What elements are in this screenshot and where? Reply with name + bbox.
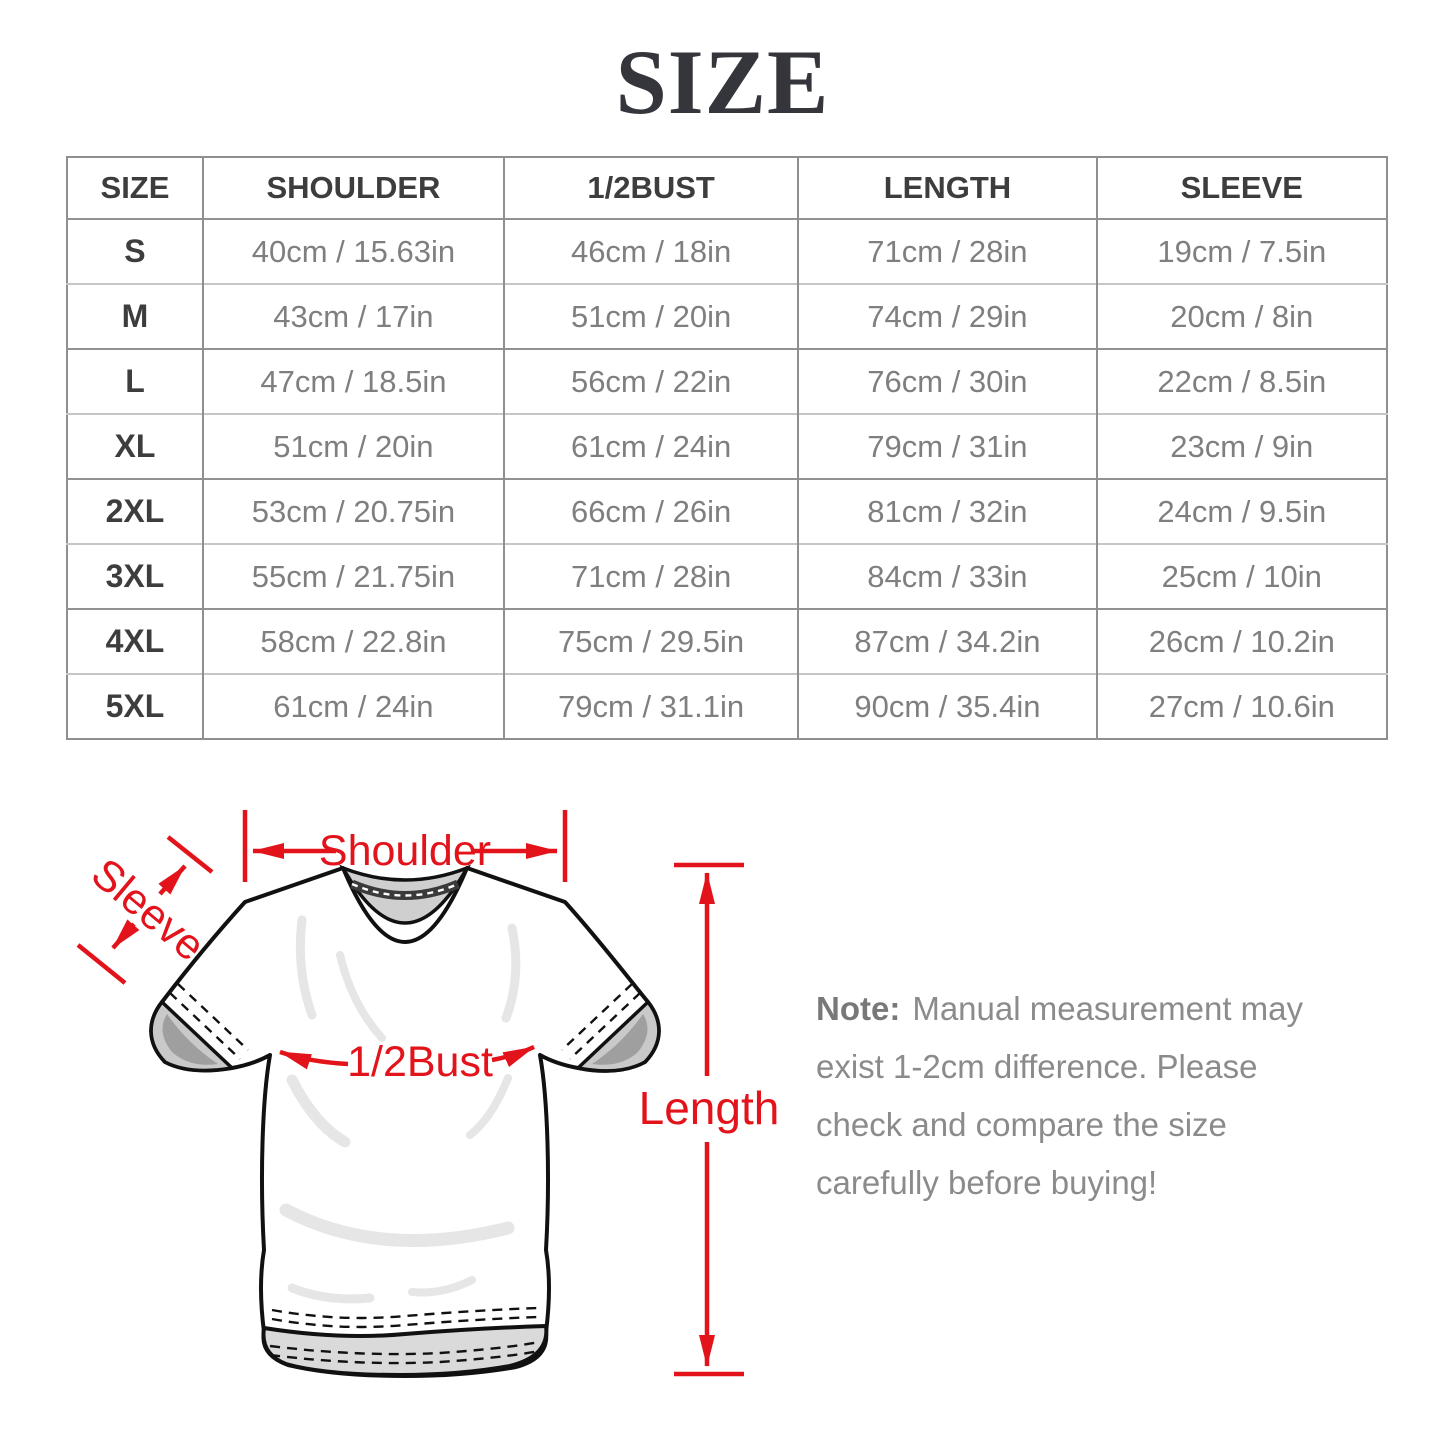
right-cuff-stitches <box>561 983 641 1060</box>
note-line: exist 1-2cm difference. Please <box>816 1048 1258 1085</box>
length-label: Length <box>639 1082 780 1134</box>
column-header: SIZE <box>100 170 170 205</box>
note-line: check and compare the size <box>816 1106 1227 1143</box>
page-title: SIZE <box>615 31 830 133</box>
value-cell: 24cm / 9.5in <box>1095 478 1387 544</box>
value-cell: 75cm / 29.5in <box>502 608 799 674</box>
value-cell: 51cm / 20in <box>201 413 504 479</box>
size-table-body: S 40cm / 15.63in 46cm / 18in 71cm / 28in 19c… <box>67 218 1387 739</box>
left-cuff <box>149 999 236 1073</box>
table-row: 3XL 55cm / 21.75in 71cm / 28in 84cm / 33in 2… <box>67 543 1387 609</box>
left-cuff-stitches <box>169 983 249 1060</box>
value-cell: 55cm / 21.75in <box>201 543 504 609</box>
table-row: XL 51cm / 20in 61cm / 24in 79cm / 31in 23cm … <box>67 413 1387 479</box>
size-cell: 2XL <box>67 478 203 544</box>
size-table-head-row: SIZE SHOULDER 1/2BUST LENGTH SLEEVE <box>67 157 1387 219</box>
value-cell: 46cm / 18in <box>502 218 799 284</box>
column-header: 1/2BUST <box>502 157 799 219</box>
value-cell: 81cm / 32in <box>797 478 1097 544</box>
collar-stitch-dashes <box>351 882 459 897</box>
table-row: M 43cm / 17in 51cm / 20in 74cm / 29in 20cm /… <box>67 283 1387 349</box>
value-cell: 90cm / 35.4in <box>797 673 1097 739</box>
sleeve-tick-upper <box>166 835 214 874</box>
value-cell: 23cm / 9in <box>1095 413 1387 479</box>
value-cell: 25cm / 10in <box>1095 543 1387 609</box>
size-table: SIZE SHOULDER 1/2BUST LENGTH SLEEVE S 40cm / … <box>66 156 1388 740</box>
value-cell: 19cm / 7.5in <box>1095 218 1387 284</box>
hem-roll <box>261 1323 549 1378</box>
sleeve-label: Sleeve <box>82 849 214 970</box>
value-cell: 74cm / 29in <box>797 283 1097 349</box>
table-row: 4XL 58cm / 22.8in 75cm / 29.5in 87cm / 34.2… <box>67 608 1387 674</box>
value-cell: 22cm / 8.5in <box>1095 348 1387 414</box>
value-cell: 47cm / 18.5in <box>201 348 504 414</box>
value-cell: 40cm / 15.63in <box>201 218 504 284</box>
value-cell: 87cm / 34.2in <box>797 608 1097 674</box>
sleeve-arrow-upper <box>158 864 187 896</box>
table-row: 5XL 61cm / 24in 79cm / 31.1in 90cm / 35.4in… <box>67 673 1387 739</box>
size-cell: 5XL <box>67 673 203 739</box>
bust-arrow-left <box>279 1049 349 1070</box>
size-cell: XL <box>67 413 203 479</box>
shoulder-label: Shoulder <box>319 827 491 875</box>
note-prefix: Note: <box>816 990 901 1027</box>
measurement-annotations <box>76 810 744 1377</box>
length-annotation <box>674 862 744 1377</box>
column-header: LENGTH <box>797 157 1097 219</box>
sleeve-arrow-lower <box>111 919 140 950</box>
value-cell: 56cm / 22in <box>502 348 799 414</box>
right-cuff-shadow <box>592 1014 648 1065</box>
table-row: S 40cm / 15.63in 46cm / 18in 71cm / 28in 19c… <box>67 218 1387 284</box>
value-cell: 61cm / 24in <box>201 673 504 739</box>
sleeve-tick-lower <box>76 943 127 985</box>
note-line: Note: Manual measurement may <box>816 990 1303 1027</box>
size-cell: 4XL <box>67 608 203 674</box>
value-cell: 61cm / 24in <box>502 413 799 479</box>
size-cell: S <box>67 218 203 284</box>
size-cell: L <box>67 348 203 414</box>
value-cell: 71cm / 28in <box>502 543 799 609</box>
tshirt-outline <box>149 866 661 1378</box>
value-cell: 43cm / 17in <box>201 283 504 349</box>
left-cuff-shadow <box>162 1014 218 1065</box>
fabric-wrinkles <box>279 915 521 1304</box>
column-header: SLEEVE <box>1095 157 1387 219</box>
sleeve-annotation <box>76 835 214 985</box>
column-header: SHOULDER <box>201 157 504 219</box>
value-cell: 79cm / 31in <box>797 413 1097 479</box>
bust-annotation <box>279 1044 535 1070</box>
value-cell: 53cm / 20.75in <box>201 478 504 544</box>
value-cell: 71cm / 28in <box>797 218 1097 284</box>
tshirt-measurement-diagram: Shoulder Sleeve 1/2Bust Length <box>76 810 780 1378</box>
size-cell: M <box>67 283 203 349</box>
table-row: 2XL 53cm / 20.75in 66cm / 26in 81cm / 32in 2… <box>67 478 1387 544</box>
value-cell: 58cm / 22.8in <box>201 608 504 674</box>
bust-label: 1/2Bust <box>347 1038 493 1086</box>
value-cell: 27cm / 10.6in <box>1095 673 1387 739</box>
shoulder-annotation <box>242 810 568 882</box>
tshirt-drawing <box>149 864 661 1378</box>
size-cell: 3XL <box>67 543 203 609</box>
value-cell: 66cm / 26in <box>502 478 799 544</box>
note-line: carefully before buying! <box>816 1164 1158 1201</box>
right-cuff <box>574 999 661 1073</box>
value-cell: 51cm / 20in <box>502 283 799 349</box>
hem-stitches <box>269 1306 541 1365</box>
table-row: L 47cm / 18.5in 56cm / 22in 76cm / 30in 22cm… <box>67 348 1387 414</box>
value-cell: 20cm / 8in <box>1095 283 1387 349</box>
value-cell: 79cm / 31.1in <box>502 673 799 739</box>
note-text: Note: Manual measurement may exist 1-2cm … <box>816 980 1376 1212</box>
bust-arrow-right <box>491 1044 535 1068</box>
value-cell: 26cm / 10.2in <box>1095 608 1387 674</box>
value-cell: 84cm / 33in <box>797 543 1097 609</box>
value-cell: 76cm / 30in <box>797 348 1097 414</box>
